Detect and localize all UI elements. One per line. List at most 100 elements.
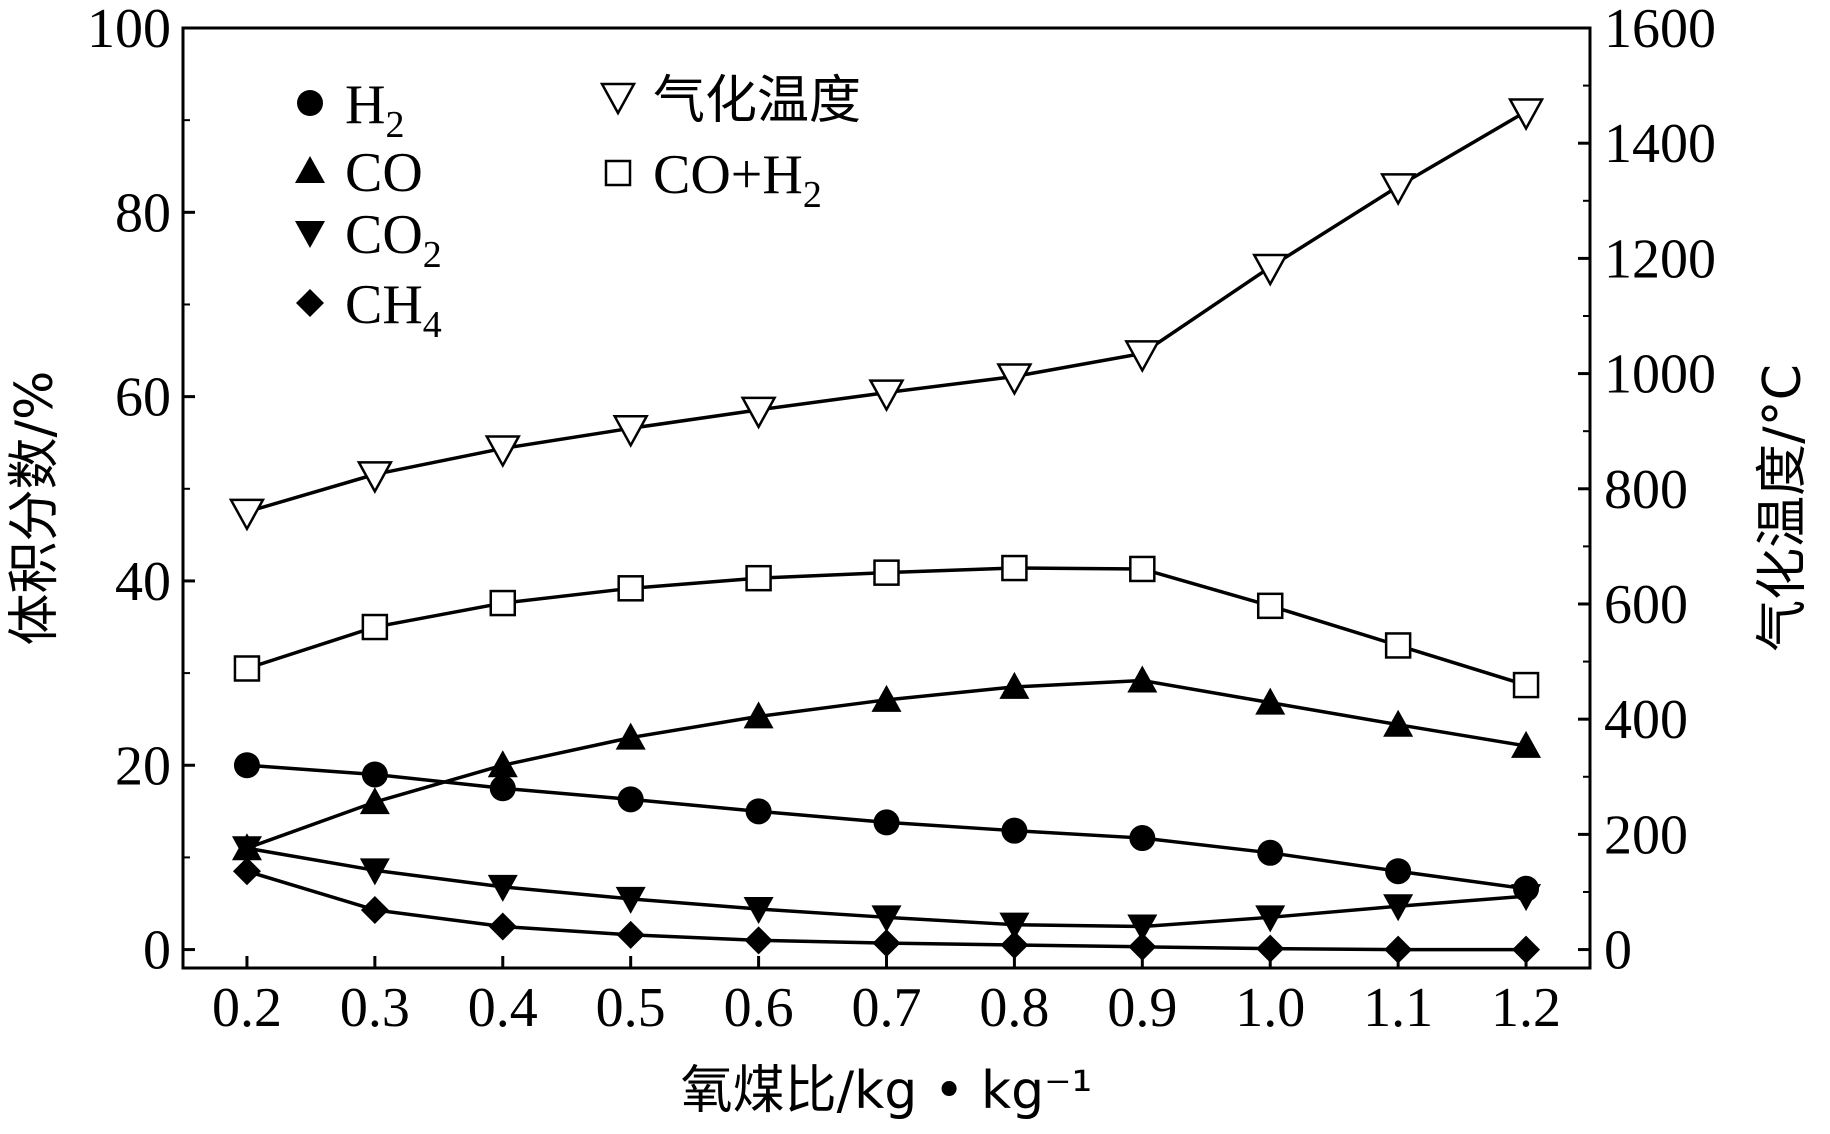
y-tick-label: 100 <box>87 0 171 60</box>
x-axis-title: 氧煤比/kg • kg⁻¹ <box>681 1061 1093 1121</box>
legend-marker <box>295 156 325 183</box>
data-point <box>489 775 516 802</box>
data-point <box>1124 340 1161 374</box>
series-markers <box>228 98 1545 964</box>
axis-ticks: 0.2 0.3 0.4 0.5 0.6 0.7 0.8 0.9 1.0 1.1 1.2 0 20 40 60… <box>87 0 1716 1039</box>
data-point <box>617 786 644 813</box>
data-point <box>1127 665 1158 693</box>
legend-marker <box>599 82 637 116</box>
legend-label: CO <box>345 142 423 204</box>
y2-tick-label: 200 <box>1604 804 1688 866</box>
data-point <box>871 684 902 712</box>
data-point <box>873 559 900 586</box>
y-tick-label: 60 <box>115 367 171 429</box>
data-point <box>359 787 390 815</box>
data-point <box>996 363 1033 397</box>
data-point <box>484 435 521 469</box>
legend-label: H2 <box>345 74 404 146</box>
data-point <box>615 886 646 914</box>
y2-tick-label: 1200 <box>1604 228 1716 290</box>
data-point <box>1127 914 1158 942</box>
y-axis-title: 体积分数/% <box>5 371 65 646</box>
data-point <box>1252 253 1289 287</box>
data-point <box>873 809 900 836</box>
legend-label: CH4 <box>345 274 442 346</box>
legend-marker <box>296 289 324 317</box>
data-point <box>744 926 773 955</box>
data-point <box>1512 671 1540 699</box>
data-point <box>231 836 262 864</box>
data-point <box>616 920 645 949</box>
data-point <box>359 858 390 886</box>
data-point <box>1384 935 1413 964</box>
data-point <box>1384 632 1412 659</box>
x-tick-label: 1.2 <box>1491 977 1561 1039</box>
data-point <box>1385 858 1412 885</box>
data-point <box>233 752 260 779</box>
data-point <box>232 857 261 886</box>
data-point <box>361 613 389 641</box>
y2-tick-label: 600 <box>1604 574 1688 636</box>
legend-marker <box>295 221 325 248</box>
data-point <box>356 461 393 494</box>
data-point <box>740 396 777 430</box>
data-point <box>360 895 389 924</box>
x-tick-label: 0.7 <box>852 977 922 1039</box>
y2-tick-label: 1600 <box>1604 0 1716 60</box>
data-point <box>1511 730 1542 758</box>
data-point <box>1001 817 1028 844</box>
legend-label: CO2 <box>345 204 442 276</box>
data-point <box>1512 935 1541 964</box>
data-point <box>1256 592 1284 620</box>
data-point <box>1511 884 1542 912</box>
data-point <box>872 929 901 958</box>
data-point <box>361 761 388 788</box>
data-point <box>745 564 772 592</box>
data-point <box>228 498 266 532</box>
x-tick-label: 1.1 <box>1363 977 1433 1039</box>
data-point <box>999 671 1030 699</box>
data-point <box>1507 98 1545 132</box>
data-point <box>1383 894 1414 922</box>
data-point <box>612 415 649 448</box>
data-point <box>489 589 517 617</box>
data-point <box>1256 934 1285 963</box>
legend-marker <box>297 90 323 116</box>
data-point <box>1255 905 1286 933</box>
data-point <box>745 798 772 825</box>
data-point <box>1128 932 1157 961</box>
data-point <box>1129 825 1156 852</box>
x-tick-label: 1.0 <box>1235 977 1305 1039</box>
legend-marker <box>604 159 632 187</box>
data-point <box>743 701 774 729</box>
data-point <box>871 905 902 933</box>
data-point <box>487 750 518 778</box>
data-point <box>999 912 1030 940</box>
legend-label: CO+H2 <box>653 144 822 216</box>
y2-tick-label: 1000 <box>1604 344 1716 406</box>
y2-tick-label: 0 <box>1604 920 1632 982</box>
data-point <box>1257 839 1284 866</box>
data-point <box>233 655 261 682</box>
data-point <box>488 912 517 941</box>
x-tick-label: 0.8 <box>979 977 1049 1039</box>
data-point <box>615 722 646 750</box>
y2-tick-label: 1400 <box>1604 113 1716 175</box>
y2-axis-title: 气化温度/°C <box>1753 364 1813 652</box>
data-point <box>868 379 905 413</box>
y2-tick-label: 800 <box>1604 459 1688 521</box>
data-point <box>1255 687 1286 715</box>
x-tick-label: 0.5 <box>596 977 666 1039</box>
y-tick-label: 0 <box>143 920 171 982</box>
y-tick-label: 40 <box>115 551 171 613</box>
data-point <box>487 874 518 902</box>
data-point <box>1000 930 1029 959</box>
x-tick-label: 0.9 <box>1107 977 1177 1039</box>
x-tick-label: 0.2 <box>212 977 282 1039</box>
data-point <box>1129 555 1156 583</box>
data-point <box>1001 554 1028 582</box>
data-point <box>1380 173 1417 206</box>
x-tick-label: 0.6 <box>724 977 794 1039</box>
